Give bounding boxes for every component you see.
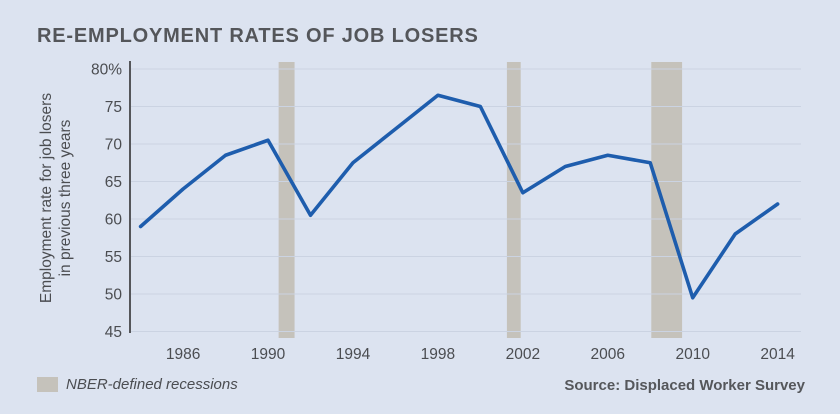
data-line — [138, 93, 780, 300]
recession-band — [278, 62, 295, 338]
recession-band — [506, 62, 521, 338]
legend-label: NBER-defined recessions — [66, 376, 238, 393]
recession-band — [651, 62, 683, 338]
y-tick-label: 80% — [91, 62, 122, 79]
recession-band-swatch — [37, 377, 58, 392]
x-tick-label: 1990 — [251, 346, 286, 363]
y-tick-label: 70 — [105, 137, 123, 154]
y-tick-label: 60 — [105, 212, 123, 229]
legend: NBER-defined recessions — [37, 376, 238, 393]
x-tick-label: 2002 — [506, 346, 540, 363]
y-tick-label: 55 — [105, 249, 122, 266]
x-tick-label: 1998 — [421, 346, 455, 363]
source-note: Source: Displaced Worker Survey — [564, 377, 805, 394]
x-tick-label: 2006 — [591, 346, 625, 363]
y-tick-label: 75 — [105, 99, 122, 116]
y-tick-label: 65 — [105, 174, 122, 191]
x-tick-label: 2014 — [760, 346, 795, 363]
chart-title: RE-EMPLOYMENT RATES OF JOB LOSERS — [37, 25, 479, 47]
x-tick-label: 2010 — [675, 346, 710, 363]
y-tick-label: 45 — [105, 324, 122, 341]
y-tick-label: 50 — [105, 287, 123, 304]
x-tick-label: 1986 — [166, 346, 200, 363]
x-tick-label: 1994 — [336, 346, 371, 363]
